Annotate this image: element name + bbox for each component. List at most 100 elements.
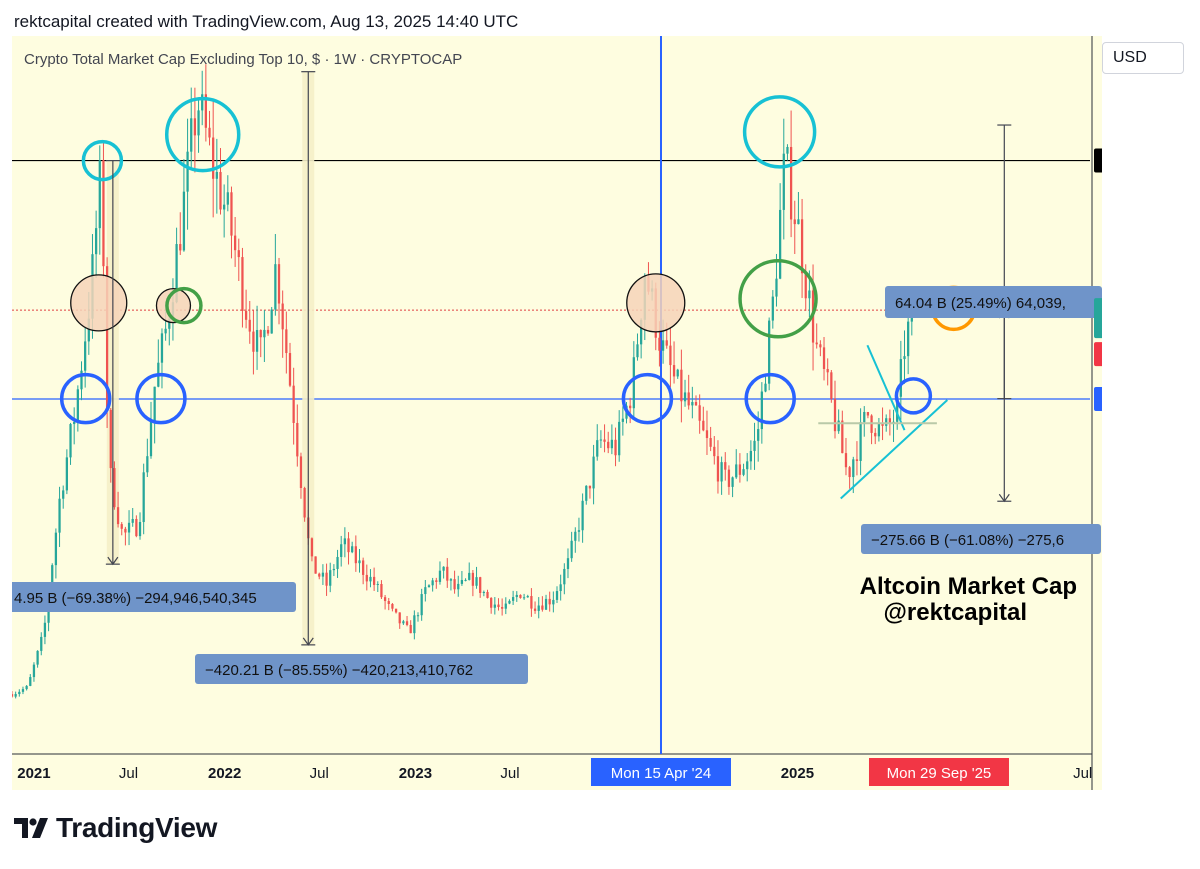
candle xyxy=(735,449,738,479)
candle xyxy=(497,598,500,611)
candle-body xyxy=(431,580,434,586)
candle xyxy=(596,424,599,461)
chart-svg[interactable]: 4.95 B (−69.38%) −294,946,540,345 −420.21… xyxy=(4,36,1176,790)
candle xyxy=(347,532,350,565)
measurement-0: 4.95 B (−69.38%) −294,946,540,345 xyxy=(4,159,296,612)
candle-body xyxy=(241,257,244,311)
candle-body xyxy=(778,209,782,279)
candle-body xyxy=(885,418,888,426)
candle xyxy=(135,515,138,538)
candle-body xyxy=(186,151,189,192)
tradingview-logo-icon xyxy=(14,818,48,838)
trend-lines xyxy=(818,344,949,500)
candle-body xyxy=(58,498,61,533)
candle-body xyxy=(548,598,551,605)
candle-body xyxy=(329,570,332,586)
tradingview-logo[interactable]: TradingView xyxy=(14,812,217,844)
candle-body xyxy=(676,369,679,377)
previous-price-box xyxy=(1094,342,1176,367)
candle xyxy=(226,175,229,212)
candle-body xyxy=(501,607,504,609)
candle xyxy=(522,593,526,600)
level-price-label-0: 425.03 B xyxy=(1094,148,1176,173)
candle xyxy=(21,686,25,695)
candle xyxy=(405,615,409,627)
candle-body xyxy=(102,160,105,267)
candle xyxy=(800,198,804,298)
candle xyxy=(310,537,314,562)
candle xyxy=(552,591,555,613)
candle-body xyxy=(29,677,32,686)
candle xyxy=(599,430,603,448)
candle xyxy=(427,584,431,588)
candle xyxy=(266,325,270,336)
candle xyxy=(618,410,621,462)
candle-body xyxy=(735,464,738,478)
candle xyxy=(460,571,464,586)
candle xyxy=(230,186,233,259)
candle-body xyxy=(340,544,343,557)
candle xyxy=(457,575,460,597)
candle xyxy=(511,590,515,605)
candle-body xyxy=(559,584,562,592)
candle-body xyxy=(852,459,855,478)
candle-body xyxy=(94,228,98,255)
candle xyxy=(354,535,357,572)
candle-body xyxy=(420,594,423,616)
candle-body xyxy=(113,468,116,508)
tradingview-brand: TradingView xyxy=(56,812,218,843)
candle-body xyxy=(471,572,475,586)
candle-body xyxy=(416,615,420,617)
candle xyxy=(182,159,186,252)
candle xyxy=(863,406,866,437)
measurements: 4.95 B (−69.38%) −294,946,540,345 −420.21… xyxy=(4,71,1102,684)
currency-box[interactable]: USD xyxy=(1102,42,1184,74)
candle xyxy=(288,342,292,388)
candle xyxy=(574,527,577,553)
blue-circle-12 xyxy=(894,377,933,415)
candle xyxy=(749,440,753,470)
cyan-circle-0 xyxy=(81,139,124,182)
candle xyxy=(94,210,98,279)
candle-body xyxy=(160,333,164,363)
candle xyxy=(212,99,215,218)
time-axis[interactable]: 2021 Jul 2022 Jul 2023 Jul 2025 Jul Mon 15 Apr '… xyxy=(17,758,1092,786)
vertical-line-date-label: Mon 15 Apr '24 xyxy=(590,758,731,786)
candle xyxy=(636,333,639,361)
candle-body xyxy=(760,391,763,430)
candle-body xyxy=(621,418,624,422)
candle-body xyxy=(533,608,537,611)
candle xyxy=(336,549,339,578)
candle-body xyxy=(219,171,222,210)
candle-body xyxy=(724,462,727,470)
candle xyxy=(731,476,734,498)
measurement-2: −275.66 B (−61.08%) −275,6 xyxy=(861,124,1101,554)
candle-body xyxy=(318,573,321,577)
candle xyxy=(237,238,240,282)
candle xyxy=(530,588,533,617)
candle xyxy=(435,577,438,589)
candle xyxy=(358,548,361,573)
candle xyxy=(131,507,134,527)
candle-body xyxy=(84,341,87,371)
candle-body xyxy=(899,359,902,397)
candle xyxy=(365,564,368,591)
candle xyxy=(844,437,848,476)
candle xyxy=(724,452,727,481)
x-tick-label: Jul xyxy=(1073,765,1092,782)
candle xyxy=(629,397,632,424)
chart-area[interactable]: 4.95 B (−69.38%) −294,946,540,345 −420.21… xyxy=(4,36,1176,790)
candle xyxy=(453,570,456,594)
candle-body xyxy=(109,409,112,469)
x-tick-label: 2023 xyxy=(399,765,432,782)
candle xyxy=(446,558,449,588)
candle-body xyxy=(314,556,317,574)
candle xyxy=(369,569,372,588)
candle-body xyxy=(555,591,559,600)
candle xyxy=(204,64,207,142)
candle-body xyxy=(800,219,804,274)
candle-body xyxy=(98,160,101,229)
candle xyxy=(332,564,336,577)
candle-body xyxy=(661,340,665,351)
candle xyxy=(866,411,870,419)
